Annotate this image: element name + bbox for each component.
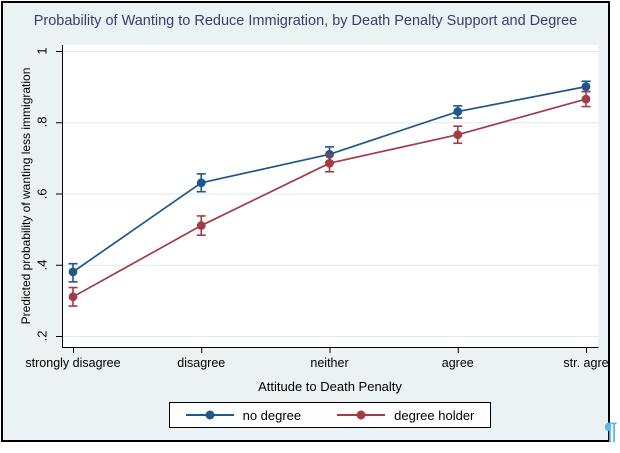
data-point xyxy=(196,178,206,188)
y-tick-label: .8 xyxy=(34,116,50,128)
paragraph-mark-icon: ¶ xyxy=(604,418,618,445)
chart-frame[interactable]: Probability of Wanting to Reduce Immigra… xyxy=(1,1,610,442)
legend-item: no degree xyxy=(185,407,302,423)
x-tick-label: str. agre xyxy=(563,356,609,370)
data-point xyxy=(68,267,78,277)
data-point xyxy=(581,82,591,92)
x-tick-label: disagree xyxy=(177,356,226,370)
data-point xyxy=(453,130,463,140)
legend-marker-icon xyxy=(185,410,234,421)
y-axis-title: Predicted probability of wanting less im… xyxy=(19,67,33,325)
y-tick-label: 1 xyxy=(34,47,50,55)
legend-label: no degree xyxy=(242,407,302,423)
data-point xyxy=(581,94,591,104)
data-point xyxy=(196,221,206,230)
legend-label: degree holder xyxy=(394,407,475,423)
chart-title: Probability of Wanting to Reduce Immigra… xyxy=(33,13,578,29)
x-tick-label: strongly disagree xyxy=(25,356,121,370)
legend-dot xyxy=(205,410,215,420)
data-point xyxy=(453,107,463,116)
y-tick-label: .2 xyxy=(34,330,50,342)
x-tick-label: agree xyxy=(441,356,474,370)
y-tick-label: .6 xyxy=(34,188,50,199)
y-tick-label: .4 xyxy=(34,259,50,271)
x-tick-label: neither xyxy=(310,356,349,370)
legend-box: no degree degree holder xyxy=(168,402,492,428)
data-point xyxy=(325,158,334,168)
data-point xyxy=(68,292,78,302)
plot-area xyxy=(56,45,599,353)
legend-dot xyxy=(356,410,366,420)
legend-item: degree holder xyxy=(337,408,474,423)
legend-marker-icon xyxy=(337,410,386,421)
legend: no degree degree holder xyxy=(62,402,598,428)
plot-background xyxy=(62,45,598,347)
x-axis-title: Attitude to Death Penalty xyxy=(258,379,402,394)
